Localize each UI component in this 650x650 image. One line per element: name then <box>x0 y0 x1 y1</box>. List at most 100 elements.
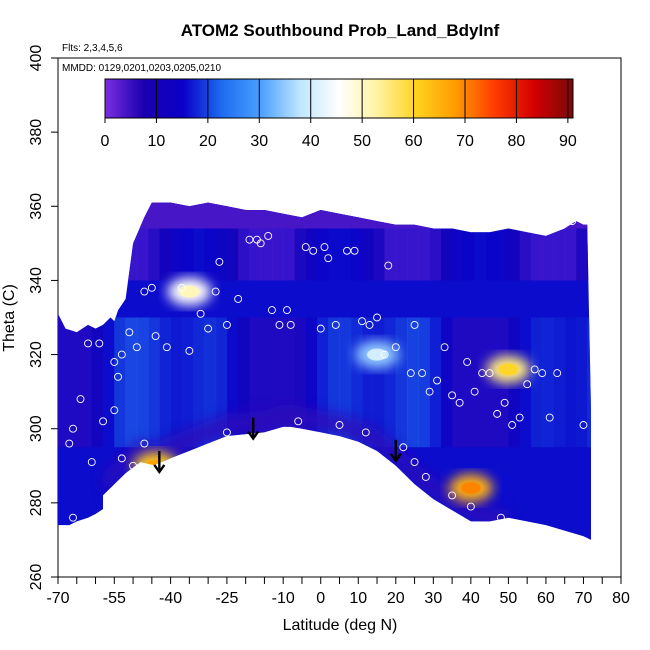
field-band <box>530 317 543 448</box>
y-axis-label: Theta (C) <box>1 284 18 352</box>
field-band <box>193 202 205 281</box>
field-band <box>260 317 273 448</box>
y-tick-label: 280 <box>28 489 45 516</box>
observation-point <box>99 254 107 263</box>
observation-point <box>358 317 366 326</box>
field-band <box>350 202 363 281</box>
observation-point <box>508 421 517 429</box>
observation-point <box>222 320 231 329</box>
observation-point <box>256 239 265 248</box>
observation-point <box>121 235 130 244</box>
field-band <box>440 317 453 448</box>
field-band <box>362 202 374 281</box>
observation-point <box>425 387 434 396</box>
field-band <box>91 202 104 281</box>
field-band <box>271 202 284 281</box>
colorbar-tick-label-70: 70 <box>456 133 474 150</box>
field-band <box>305 317 318 448</box>
observation-point <box>129 461 138 470</box>
x-tick-label: -10 <box>272 590 295 607</box>
field-band <box>249 317 262 448</box>
observation-point <box>110 406 119 415</box>
x-tick-label: 0 <box>316 590 325 607</box>
x-axis: -70 -55 -40 -25 -10 0 10 20 30 40 50 60 70 80 <box>46 577 630 607</box>
observation-point <box>324 254 333 263</box>
field-band <box>316 317 329 448</box>
field-band <box>575 317 588 448</box>
colorbar-tick-label-60: 60 <box>405 133 423 150</box>
field-band <box>215 202 228 281</box>
observation-point <box>515 413 524 422</box>
observation-point <box>283 306 291 315</box>
observation-point <box>140 287 149 296</box>
field-band <box>395 202 408 281</box>
observation-point <box>466 502 475 511</box>
y-tick-label: 400 <box>28 45 45 72</box>
observation-point <box>470 387 479 396</box>
y-tick-label: 300 <box>28 415 45 442</box>
field-band <box>204 202 217 281</box>
observation-point <box>463 358 472 366</box>
field-band <box>542 202 554 281</box>
field-band <box>91 317 104 448</box>
field-band <box>384 317 397 448</box>
field-band <box>249 202 262 281</box>
observation-point <box>335 421 344 429</box>
field-band <box>283 202 295 281</box>
observation-point <box>69 513 77 522</box>
observation-point <box>485 369 494 378</box>
observation-point <box>478 369 487 378</box>
observation-point <box>162 343 171 352</box>
observation-point <box>140 439 149 448</box>
observation-point <box>114 372 123 381</box>
field-band <box>452 202 464 281</box>
observation-point <box>399 443 408 452</box>
observation-point <box>125 328 134 337</box>
field-band <box>193 317 205 448</box>
field-band <box>328 317 340 448</box>
hotspot-core-4 <box>367 348 388 361</box>
field-band <box>148 202 160 281</box>
field-band <box>407 202 419 281</box>
field-band <box>181 317 194 448</box>
field-band <box>463 202 476 281</box>
field-band <box>136 317 149 448</box>
field-band <box>350 317 363 448</box>
colorbar-tick-label-80: 80 <box>508 133 526 150</box>
observation-point <box>331 320 340 329</box>
y-tick-label: 380 <box>28 119 45 146</box>
field-band <box>238 317 250 448</box>
colorbar: 0 10 20 30 40 50 60 70 80 90 <box>101 78 577 150</box>
x-axis-label: Latitude (deg N) <box>283 617 398 634</box>
boundary-arrows <box>153 417 402 475</box>
field-band <box>564 202 577 281</box>
field-band <box>305 202 318 281</box>
colorbar-tick-label-30: 30 <box>250 133 268 150</box>
field-band <box>170 202 183 281</box>
field-band <box>485 202 498 281</box>
y-tick-label: 260 <box>28 564 45 591</box>
y-tick-label: 340 <box>28 267 45 294</box>
field-band <box>260 202 273 281</box>
observation-point <box>69 424 77 433</box>
observation-point <box>410 458 419 467</box>
observation-point <box>560 217 569 226</box>
observation-point <box>361 428 370 437</box>
field-band <box>429 317 442 448</box>
field-band <box>226 317 239 448</box>
field-band <box>271 317 284 448</box>
observation-point <box>568 217 577 226</box>
observation-point <box>95 339 104 348</box>
observation-point <box>99 417 107 426</box>
field-band <box>542 317 554 448</box>
field-band <box>283 317 295 448</box>
observation-point <box>365 320 374 329</box>
dates-label: MMDD: 0129,0201,0203,0205,0210 <box>62 63 221 74</box>
arrow-head-1 <box>247 430 260 441</box>
field-band <box>103 317 115 448</box>
field-band <box>587 202 591 281</box>
hotspot-core-2 <box>498 363 519 376</box>
field-band <box>587 317 591 448</box>
field-band <box>508 202 521 281</box>
